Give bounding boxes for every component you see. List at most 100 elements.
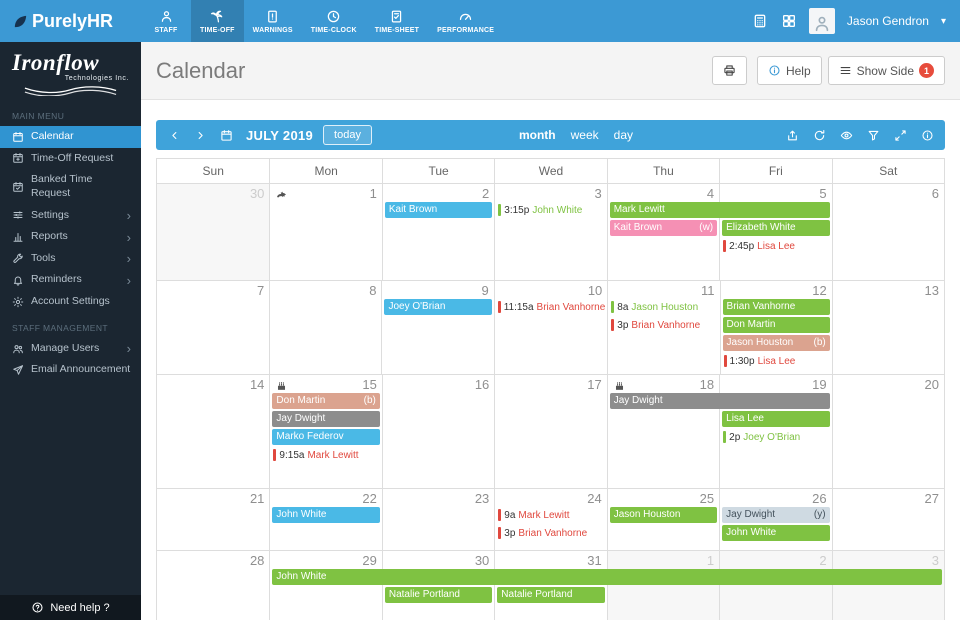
day-cell-21[interactable]: 21 <box>157 489 269 550</box>
day-cell-13[interactable]: 13 <box>831 281 944 374</box>
sidebar-item-account-settings[interactable]: Account Settings <box>0 291 141 313</box>
day-cell-29[interactable]: 29 John White <box>269 551 942 620</box>
event-brian-vanhorne[interactable]: 3p Brian Vanhorne <box>497 525 604 541</box>
day-cell-19[interactable]: 19 Lisa Lee 2p Joey O'Brian <box>719 375 831 488</box>
event-john-white[interactable]: 3:15p John White <box>497 202 604 218</box>
day-cell-31[interactable]: 31 Natalie Portland <box>494 551 606 620</box>
event-brian-vanhorne[interactable]: Brian Vanhorne <box>722 299 830 315</box>
event-mark-lewitt[interactable]: Mark Lewitt <box>609 202 830 218</box>
sidebar-item-settings[interactable]: Settings › <box>0 205 141 227</box>
nav-tab-time-sheet[interactable]: TIME-SHEET <box>366 0 428 42</box>
event-jay-dwight[interactable]: Jay Dwight (y) <box>722 507 830 523</box>
sidebar-item-time-off-request[interactable]: Time-Off Request <box>0 148 141 170</box>
help-button[interactable]: Help <box>756 56 822 85</box>
sidebar-item-manage-users[interactable]: Manage Users › <box>0 338 141 360</box>
day-cell-22[interactable]: 22 John White <box>269 489 381 550</box>
event-brian-vanhorne[interactable]: 11:15a Brian Vanhorne <box>497 299 605 315</box>
nav-tab-warnings[interactable]: WARNINGS <box>244 0 302 42</box>
event-elizabeth-white[interactable]: Elizabeth White <box>722 220 830 236</box>
funnel-button[interactable] <box>861 123 885 147</box>
day-cell-3[interactable]: 3 3:15p John White <box>494 184 606 280</box>
sidebar-item-email-announcement[interactable]: Email Announcement <box>0 359 141 381</box>
day-cell-1[interactable]: 1 <box>269 184 381 280</box>
day-cell-3[interactable]: 3 <box>831 551 944 620</box>
day-cell-15[interactable]: 15 Don Martin (b) Jay Dwight Marko Federov 9:… <box>269 375 381 488</box>
view-week-button[interactable]: week <box>570 128 599 142</box>
event-marko-federov[interactable]: Marko Federov <box>272 429 380 445</box>
sidebar-item-calendar[interactable]: Calendar <box>0 126 141 148</box>
nav-tab-performance[interactable]: PERFORMANCE <box>428 0 503 42</box>
day-cell-2[interactable]: 2 Kait Brown <box>381 184 494 280</box>
event-joey-o-brian[interactable]: Joey O'Brian <box>384 299 492 315</box>
event-jason-houston[interactable]: 8a Jason Houston <box>610 299 717 315</box>
nav-tab-staff[interactable]: STAFF <box>141 0 191 42</box>
export-button[interactable] <box>780 123 804 147</box>
day-cell-27[interactable]: 27 <box>831 489 944 550</box>
calendar-button[interactable] <box>214 123 238 147</box>
event-natalie-portland[interactable]: Natalie Portland <box>384 587 493 603</box>
event-don-martin[interactable]: Don Martin (b) <box>272 393 380 409</box>
day-cell-6[interactable]: 6 <box>831 184 944 280</box>
sidebar-item-reports[interactable]: Reports › <box>0 226 141 248</box>
view-day-button[interactable]: day <box>613 128 633 142</box>
event-jason-houston[interactable]: Jason Houston (b) <box>722 335 830 351</box>
day-cell-5[interactable]: 5 Elizabeth White 2:45p Lisa Lee <box>719 184 831 280</box>
event-don-martin[interactable]: Don Martin <box>722 317 830 333</box>
view-month-button[interactable]: month <box>518 128 556 142</box>
event-jay-dwight[interactable]: Jay Dwight <box>609 393 830 409</box>
day-cell-16[interactable]: 16 <box>381 375 494 488</box>
expand-button[interactable] <box>888 123 912 147</box>
chevron-left-button[interactable] <box>162 123 186 147</box>
nav-tab-time-off[interactable]: TIME-OFF <box>191 0 244 42</box>
day-cell-9[interactable]: 9 Joey O'Brian <box>381 281 493 374</box>
event-mark-lewitt[interactable]: 9:15a Mark Lewitt <box>272 447 379 463</box>
day-cell-14[interactable]: 14 <box>157 375 269 488</box>
day-cell-4[interactable]: 4 Mark Lewitt Kait Brown (w) <box>606 184 830 280</box>
sidebar-item-tools[interactable]: Tools › <box>0 248 141 270</box>
day-cell-20[interactable]: 20 <box>831 375 944 488</box>
show-side-button[interactable]: Show Side 1 <box>827 56 945 85</box>
day-cell-25[interactable]: 25 Jason Houston <box>606 489 719 550</box>
day-cell-30[interactable]: 30 Natalie Portland <box>381 551 494 620</box>
day-cell-17[interactable]: 17 <box>494 375 606 488</box>
today-button[interactable]: today <box>323 125 372 145</box>
event-john-white[interactable]: John White <box>272 507 380 523</box>
day-cell-26[interactable]: 26 Jay Dwight (y) John White <box>719 489 831 550</box>
event-brian-vanhorne[interactable]: 3p Brian Vanhorne <box>610 317 717 333</box>
day-cell-8[interactable]: 8 <box>269 281 381 374</box>
day-cell-10[interactable]: 10 11:15a Brian Vanhorne <box>493 281 608 374</box>
event-john-white[interactable]: John White <box>722 525 830 541</box>
event-mark-lewitt[interactable]: 9a Mark Lewitt <box>497 507 604 523</box>
purelyhr-brand[interactable]: PurelyHR <box>0 0 141 42</box>
day-cell-28[interactable]: 28 <box>157 551 269 620</box>
keypad-button[interactable] <box>752 13 768 29</box>
grid4-button[interactable] <box>781 13 797 29</box>
event-jay-dwight[interactable]: Jay Dwight <box>272 411 380 427</box>
event-jason-houston[interactable]: Jason Houston <box>609 507 718 523</box>
caret-down-icon[interactable]: ▾ <box>940 15 946 27</box>
day-cell-30[interactable]: 30 <box>157 184 270 280</box>
sidebar-item-banked-time-request[interactable]: Banked Time Request <box>0 169 141 204</box>
event-joey-o-brian[interactable]: 2p Joey O'Brian <box>722 429 829 445</box>
sidebar-item-reminders[interactable]: Reminders › <box>0 269 141 291</box>
print-button[interactable] <box>711 56 747 85</box>
refresh-button[interactable] <box>807 123 831 147</box>
info-button[interactable] <box>915 123 939 147</box>
day-cell-1[interactable]: 1 <box>606 551 720 620</box>
event-natalie-portland[interactable]: Natalie Portland <box>497 587 605 603</box>
event-lisa-lee[interactable]: Lisa Lee <box>722 411 830 427</box>
day-cell-24[interactable]: 24 9a Mark Lewitt 3p Brian Vanhorne <box>494 489 606 550</box>
event-lisa-lee[interactable]: 1:30p Lisa Lee <box>723 353 830 369</box>
user-menu[interactable]: Jason Gendron <box>846 14 929 28</box>
nav-tab-time-clock[interactable]: TIME-CLOCK <box>302 0 366 42</box>
day-cell-23[interactable]: 23 <box>381 489 494 550</box>
avatar[interactable] <box>808 8 835 34</box>
day-cell-12[interactable]: 12 Brian Vanhorne Don Martin Jason Houston (… <box>719 281 832 374</box>
event-lisa-lee[interactable]: 2:45p Lisa Lee <box>722 238 829 254</box>
day-cell-7[interactable]: 7 <box>157 281 269 374</box>
day-cell-2[interactable]: 2 <box>719 551 832 620</box>
day-cell-18[interactable]: 18 Jay Dwight <box>606 375 830 488</box>
event-kait-brown[interactable]: Kait Brown <box>384 202 493 218</box>
need-help-button[interactable]: Need help ? <box>0 595 141 620</box>
chevron-right-button[interactable] <box>188 123 212 147</box>
